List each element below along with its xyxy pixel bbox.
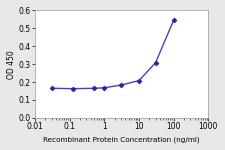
Y-axis label: OD 450: OD 450 — [7, 50, 16, 78]
X-axis label: Recombinant Protein Concentration (ng/ml): Recombinant Protein Concentration (ng/ml… — [43, 136, 200, 143]
